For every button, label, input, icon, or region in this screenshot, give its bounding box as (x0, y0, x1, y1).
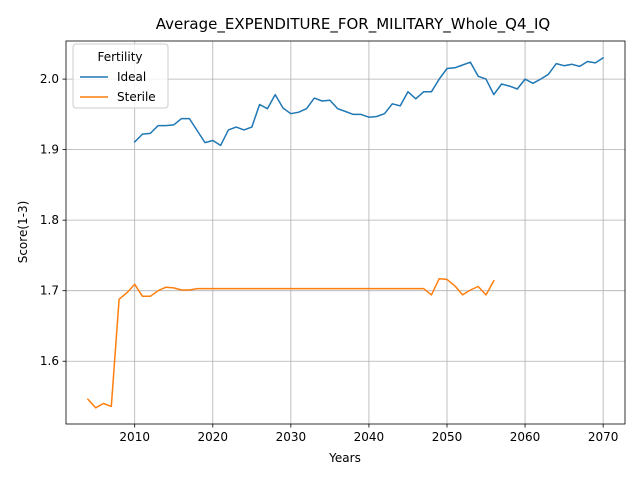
y-tick-label: 2.0 (40, 72, 59, 86)
legend-box (72, 43, 169, 109)
series-line-sterile (86, 277, 495, 409)
x-tick-label: 2020 (198, 430, 229, 444)
series-lines (86, 56, 605, 409)
x-tick-label: 2050 (432, 430, 463, 444)
legend: Fertility Ideal Sterile (72, 43, 169, 109)
y-tick-label: 1.8 (40, 213, 59, 227)
y-tick-label: 1.6 (40, 354, 59, 368)
chart-title: Average_EXPENDITURE_FOR_MILITARY_Whole_Q… (156, 15, 551, 34)
plot-area-frame (65, 40, 626, 425)
y-tick-label: 1.9 (40, 143, 59, 157)
series-line-ideal (133, 56, 605, 147)
x-tick-label: 2040 (354, 430, 385, 444)
legend-label-ideal: Ideal (117, 70, 146, 84)
y-axis-label: Score(1-3) (16, 201, 30, 264)
y-axis-ticks: 1.6 1.7 1.8 1.9 2.0 (40, 72, 66, 368)
x-axis-label: Years (328, 451, 361, 465)
x-tick-label: 2060 (510, 430, 541, 444)
x-tick-label: 2010 (119, 430, 150, 444)
x-axis-ticks: 2010 2020 2030 2040 2050 2060 2070 (119, 424, 618, 444)
x-tick-label: 2030 (276, 430, 307, 444)
legend-label-sterile: Sterile (117, 90, 156, 104)
y-tick-label: 1.7 (40, 284, 59, 298)
x-tick-label: 2070 (588, 430, 619, 444)
legend-title: Fertility (97, 50, 142, 64)
